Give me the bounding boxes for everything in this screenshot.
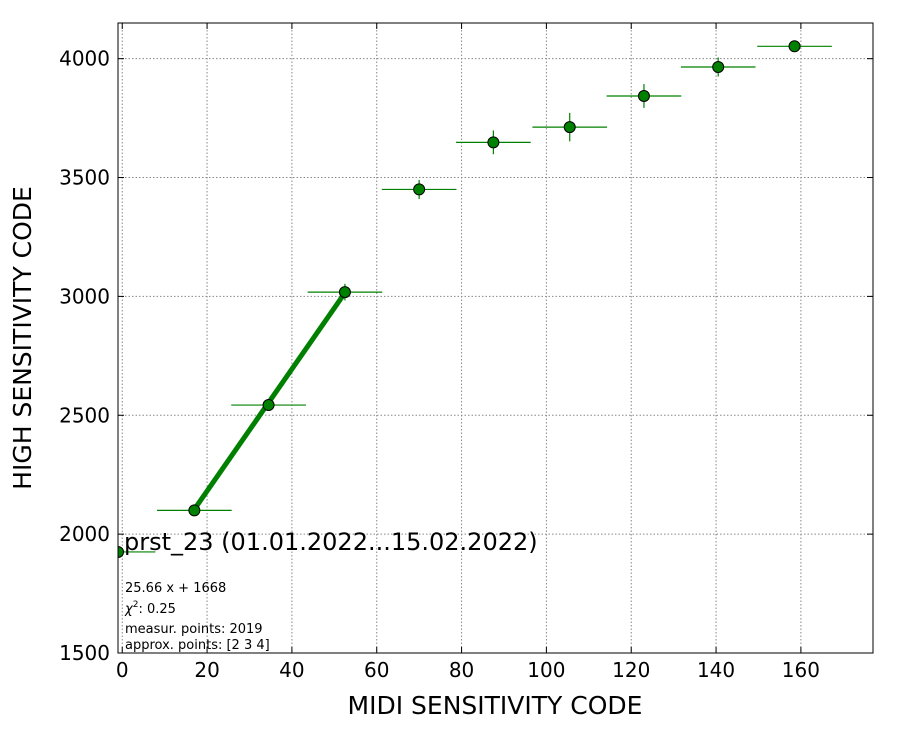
data-point <box>231 399 306 412</box>
y-axis-title: HIGH SENSITIVITY CODE <box>8 186 37 490</box>
point-marker <box>413 183 426 196</box>
plot-frame <box>117 22 874 654</box>
y-tick-label: 3000 <box>59 284 110 308</box>
y-tick-label: 3500 <box>59 166 110 190</box>
data-point <box>381 179 457 199</box>
y-tick-label: 1500 <box>59 641 110 665</box>
point-marker <box>338 286 351 299</box>
x-tick-label: 160 <box>782 658 820 682</box>
point-marker <box>188 504 201 517</box>
x-tick-label: 140 <box>697 658 735 682</box>
x-tick-label: 80 <box>449 658 474 682</box>
point-marker <box>262 399 275 412</box>
grid <box>118 23 873 653</box>
point-marker <box>487 136 500 149</box>
data-point <box>307 283 383 301</box>
point-marker <box>563 121 576 134</box>
x-tick-label: 120 <box>612 658 650 682</box>
chi2-superscript: 2 <box>133 600 139 610</box>
series-title-annotation: prst_23 (01.01.2022...15.02.2022) <box>124 528 538 556</box>
axis-ticks: 0 20 40 60 80 100 120 140 160 1500 2000 2500 3000 350… <box>59 23 873 682</box>
measur-points-annotation: measur. points: 2019 <box>125 622 263 637</box>
approx-points-annotation: approx. points: [2 3 4] <box>125 638 270 653</box>
chi2-annotation: χ2: 0.25 <box>124 600 176 617</box>
data-point <box>456 130 531 155</box>
data-point <box>157 504 232 517</box>
data-point <box>680 57 756 77</box>
y-tick-label: 2000 <box>59 522 110 546</box>
chi2-value: : 0.25 <box>138 602 175 617</box>
points-clip-group <box>118 40 832 558</box>
y-tick-label: 2500 <box>59 403 110 427</box>
point-marker <box>118 545 124 558</box>
y-tick-label: 4000 <box>59 47 110 71</box>
data-points-layer <box>118 40 832 558</box>
chi2-symbol: χ <box>124 602 134 617</box>
data-point <box>606 84 682 108</box>
data-point <box>118 545 156 558</box>
data-point <box>757 40 832 53</box>
x-tick-label: 40 <box>279 658 304 682</box>
x-tick-label: 0 <box>116 658 129 682</box>
x-axis-title: MIDI SENSITIVITY CODE <box>348 691 643 720</box>
x-tick-label: 20 <box>194 658 219 682</box>
data-point <box>532 112 608 142</box>
point-marker <box>788 40 801 53</box>
point-marker <box>712 60 725 73</box>
fit-formula-annotation: 25.66 x + 1668 <box>125 581 226 596</box>
x-tick-label: 60 <box>364 658 389 682</box>
x-tick-label: 100 <box>527 658 565 682</box>
point-marker <box>637 89 650 102</box>
